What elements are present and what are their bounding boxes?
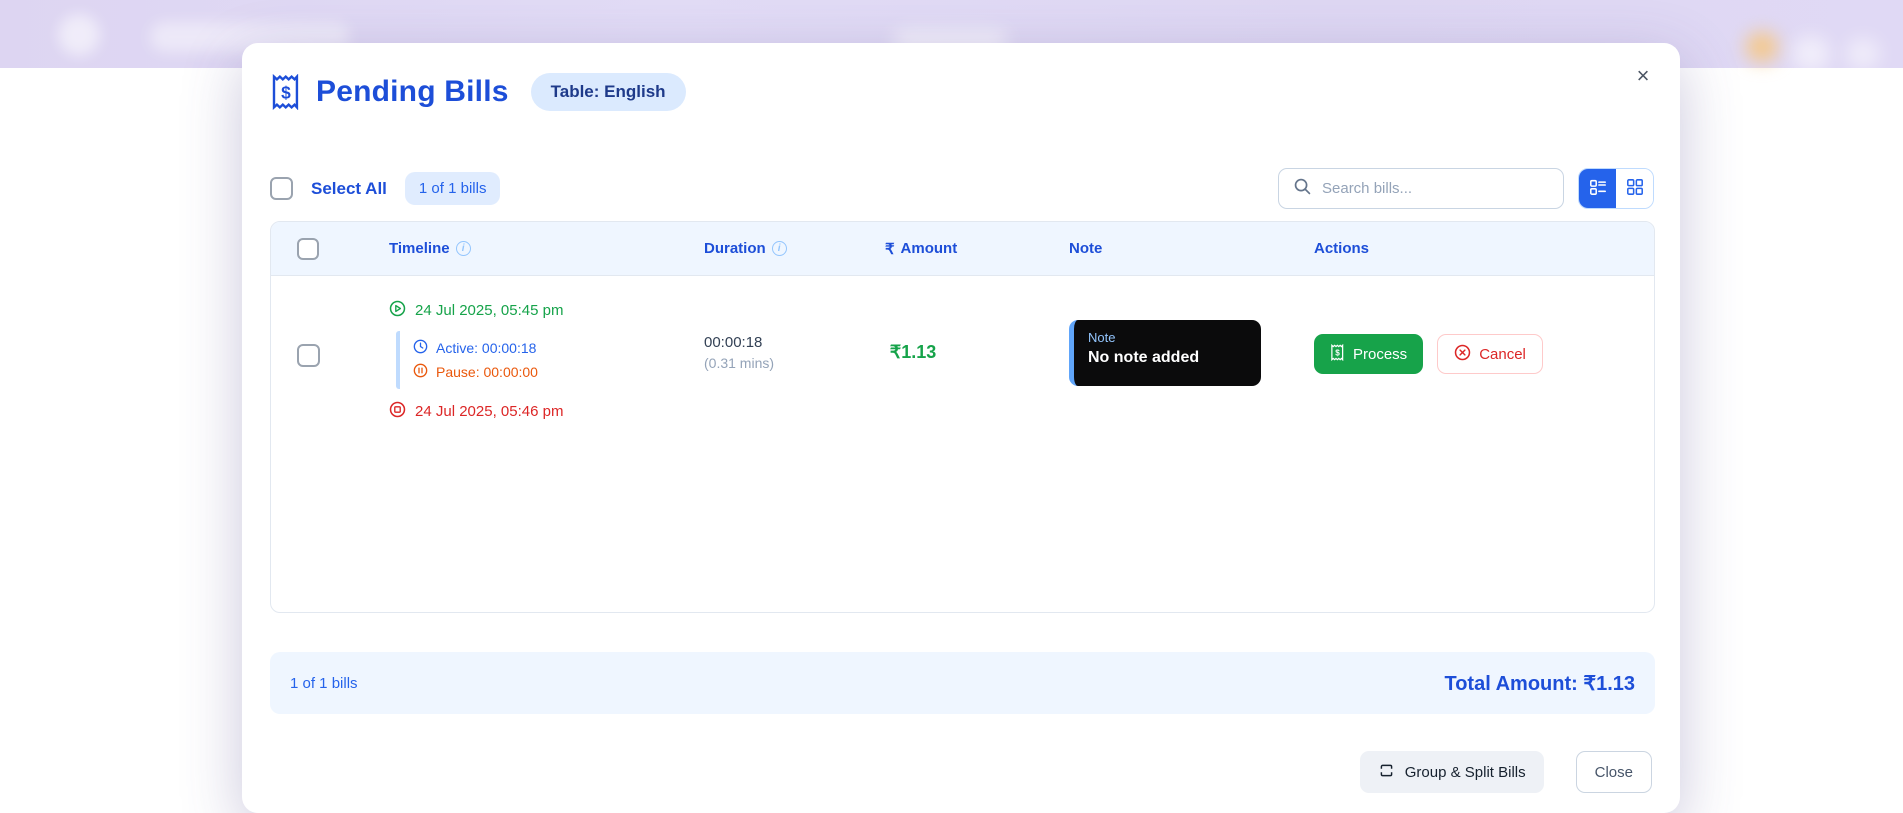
row-checkbox-cell xyxy=(271,276,389,367)
header-select-checkbox[interactable] xyxy=(297,237,319,260)
search-input[interactable] xyxy=(1322,180,1549,197)
table-row: 24 Jul 2025, 05:45 pm Active: 00:00:18 P… xyxy=(271,276,1654,422)
header-checkbox-cell xyxy=(271,237,389,260)
header-note: Note xyxy=(1069,240,1314,257)
header-amount: ₹ Amount xyxy=(871,240,1069,258)
header-actions-label: Actions xyxy=(1314,240,1370,257)
timeline-end: 24 Jul 2025, 05:46 pm xyxy=(389,401,704,422)
pause-duration-line: Pause: 00:00:00 xyxy=(413,363,704,381)
group-split-label: Group & Split Bills xyxy=(1404,763,1526,781)
header-timeline-label: Timeline xyxy=(389,240,450,257)
modal-header: $ Pending Bills Table: English xyxy=(270,73,686,111)
summary-bar: 1 of 1 bills Total Amount: ₹1.13 xyxy=(270,652,1655,714)
topbar-logo-blur xyxy=(58,14,100,56)
group-split-icon xyxy=(1378,762,1395,783)
search-box xyxy=(1278,168,1564,209)
end-time-label: 24 Jul 2025, 05:46 pm xyxy=(415,403,564,420)
table-badge: Table: English xyxy=(530,73,686,111)
actions-cell: $ Process Cancel xyxy=(1314,276,1654,374)
bill-count-badge: 1 of 1 bills xyxy=(404,172,501,205)
active-duration-line: Active: 00:00:18 xyxy=(413,339,704,357)
active-duration-label: Active: 00:00:18 xyxy=(436,340,537,356)
list-view-icon xyxy=(1589,178,1607,199)
receipt-icon: $ xyxy=(270,74,302,110)
row-checkbox[interactable] xyxy=(297,344,320,367)
controls-right xyxy=(1278,168,1654,209)
pending-bills-modal: $ Pending Bills Table: English × Select … xyxy=(242,43,1680,813)
header-amount-label: Amount xyxy=(900,240,958,257)
view-toggle xyxy=(1578,168,1654,209)
timeline-start: 24 Jul 2025, 05:45 pm xyxy=(389,300,704,321)
svg-text:$: $ xyxy=(1335,348,1340,357)
header-note-label: Note xyxy=(1069,240,1103,257)
grid-view-icon xyxy=(1626,178,1644,199)
close-button[interactable]: Close xyxy=(1575,751,1652,793)
play-icon xyxy=(389,300,406,321)
controls-left: Select All 1 of 1 bills xyxy=(270,172,501,205)
controls-row: Select All 1 of 1 bills xyxy=(270,168,1654,209)
timeline-info-icon[interactable]: i xyxy=(455,241,471,256)
header-actions: Actions xyxy=(1314,240,1654,257)
process-label: Process xyxy=(1353,345,1408,363)
header-duration: Duration i xyxy=(704,240,871,257)
table-header-row: Timeline i Duration i ₹ Amount Note Acti… xyxy=(271,222,1654,276)
duration-info-icon[interactable]: i xyxy=(771,241,787,256)
note-box: Note No note added xyxy=(1069,320,1261,386)
page-title: Pending Bills xyxy=(316,75,509,108)
cancel-circle-x-icon xyxy=(1454,344,1471,365)
close-icon[interactable]: × xyxy=(1628,61,1658,91)
svg-text:$: $ xyxy=(281,83,291,103)
timeline-cell: 24 Jul 2025, 05:45 pm Active: 00:00:18 P… xyxy=(389,276,704,422)
pause-duration-label: Pause: 00:00:00 xyxy=(436,364,538,380)
topbar-icon-blur-2 xyxy=(1792,36,1830,72)
rupee-icon: ₹ xyxy=(885,240,895,258)
cancel-label: Cancel xyxy=(1479,345,1526,363)
duration-cell: 00:00:18 (0.31 mins) xyxy=(704,276,871,371)
note-text: No note added xyxy=(1088,349,1200,366)
topbar-icon-blur-3 xyxy=(1846,38,1880,70)
header-timeline: Timeline i xyxy=(389,240,704,257)
footer-bill-count: 1 of 1 bills xyxy=(290,674,358,692)
process-button[interactable]: $ Process xyxy=(1314,334,1424,374)
process-receipt-icon: $ xyxy=(1330,343,1345,365)
group-split-button[interactable]: Group & Split Bills xyxy=(1359,751,1544,793)
amount-value: ₹1.13 xyxy=(889,342,937,362)
pause-icon xyxy=(413,363,428,381)
header-duration-label: Duration xyxy=(704,240,766,257)
duration-minutes: (0.31 mins) xyxy=(704,355,775,371)
amount-cell: ₹1.13 xyxy=(871,276,1069,363)
bills-table: Timeline i Duration i ₹ Amount Note Acti… xyxy=(270,221,1655,613)
select-all-checkbox[interactable] xyxy=(270,177,293,200)
search-icon xyxy=(1293,177,1312,201)
duration-value: 00:00:18 xyxy=(704,334,763,351)
clock-icon xyxy=(413,339,428,357)
timeline-detail-block: Active: 00:00:18 Pause: 00:00:00 xyxy=(396,331,704,389)
cancel-button[interactable]: Cancel xyxy=(1437,334,1543,374)
select-all-label[interactable]: Select All xyxy=(311,178,387,198)
topbar-icon-blur-1 xyxy=(1746,32,1778,62)
modal-bottom-actions: Group & Split Bills Close xyxy=(1359,751,1652,793)
note-title: Note xyxy=(1088,330,1116,345)
stop-icon xyxy=(389,401,406,422)
total-amount: Total Amount: ₹1.13 xyxy=(1444,672,1635,695)
note-cell: Note No note added xyxy=(1069,276,1314,386)
list-view-button[interactable] xyxy=(1579,169,1616,208)
start-time-label: 24 Jul 2025, 05:45 pm xyxy=(415,302,564,319)
grid-view-button[interactable] xyxy=(1616,169,1653,208)
